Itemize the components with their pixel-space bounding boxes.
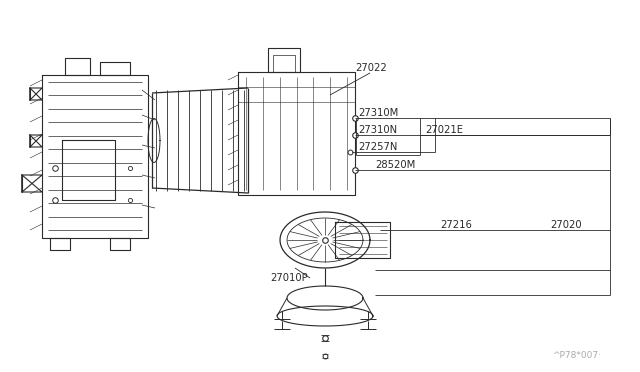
Text: ^P78*007·: ^P78*007·: [552, 350, 601, 359]
Text: 27216: 27216: [440, 220, 472, 230]
Text: 27310N: 27310N: [358, 125, 397, 135]
Text: 27022: 27022: [355, 63, 387, 73]
Text: 27020: 27020: [550, 220, 582, 230]
Text: 28520M: 28520M: [375, 160, 415, 170]
Text: 27010P: 27010P: [270, 273, 308, 283]
Text: 27021E: 27021E: [425, 125, 463, 135]
Text: 27257N: 27257N: [358, 142, 397, 152]
Text: 27310M: 27310M: [358, 108, 398, 118]
